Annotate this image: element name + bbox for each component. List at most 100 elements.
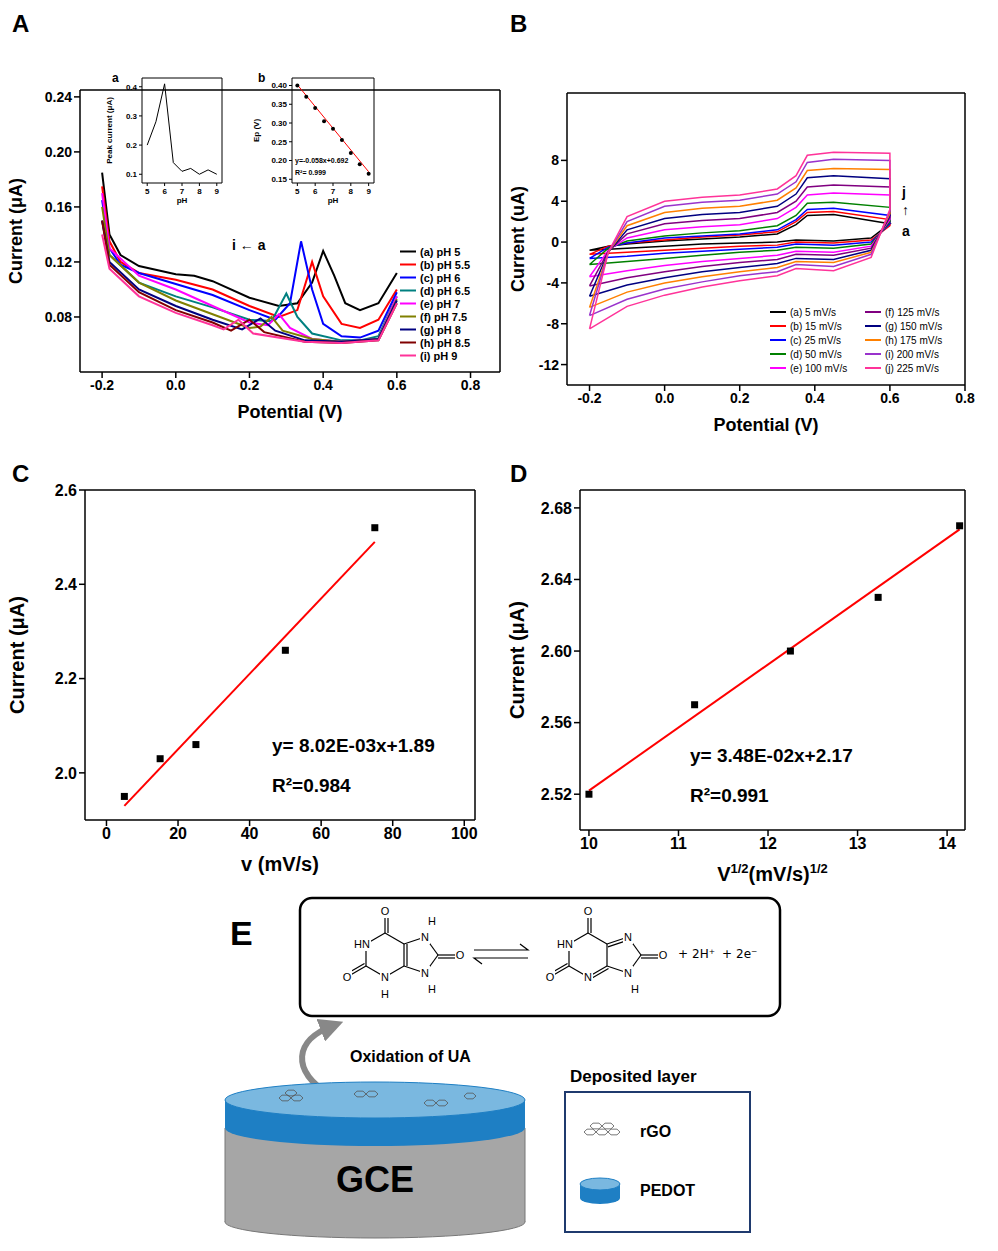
svg-text:a: a [902,223,910,239]
svg-text:O: O [546,971,555,983]
svg-text:13: 13 [849,835,867,852]
svg-text:9: 9 [215,187,220,196]
svg-text:-12: -12 [539,357,559,373]
svg-text:14: 14 [938,835,956,852]
svg-text:(a) pH 5: (a) pH 5 [420,246,460,258]
svg-text:20: 20 [169,825,187,842]
svg-text:A: A [12,10,29,37]
svg-text:0.6: 0.6 [880,390,900,406]
svg-text:pH: pH [328,196,339,205]
svg-text:N: N [421,931,429,943]
svg-text:(d) pH 6.5: (d) pH 6.5 [420,285,470,297]
svg-text:PEDOT: PEDOT [640,1182,695,1199]
svg-text:i ← a: i ← a [232,237,266,253]
svg-text:GCE: GCE [336,1159,414,1200]
svg-text:0.08: 0.08 [45,309,72,325]
svg-text:8: 8 [197,187,202,196]
svg-text:(g) pH 8: (g) pH 8 [420,324,461,336]
svg-text:V1/2(mV/s)1/2: V1/2(mV/s)1/2 [717,861,828,885]
svg-text:0.0: 0.0 [655,390,675,406]
svg-text:B: B [510,10,527,37]
svg-text:0.4: 0.4 [805,390,825,406]
svg-text:j: j [901,184,906,200]
svg-text:40: 40 [241,825,259,842]
svg-text:7: 7 [180,187,185,196]
svg-text:Current (μA): Current (μA) [6,178,26,284]
svg-text:0.20: 0.20 [271,156,287,165]
svg-text:O: O [343,971,352,983]
svg-text:N: N [381,971,389,983]
svg-text:+: + [722,947,732,961]
svg-text:7: 7 [331,187,336,196]
svg-text:0.24: 0.24 [45,89,72,105]
svg-text:(h) 175 mV/s: (h) 175 mV/s [885,335,942,346]
svg-text:11: 11 [670,835,687,852]
svg-text:Current (μA): Current (μA) [506,601,528,719]
svg-text:100: 100 [451,825,478,842]
svg-text:C: C [12,460,29,487]
svg-text:0.8: 0.8 [955,390,975,406]
svg-text:v (mV/s): v (mV/s) [241,853,319,875]
svg-text:O: O [456,949,465,961]
svg-text:H: H [381,988,389,1000]
svg-text:Current (uA): Current (uA) [508,186,528,292]
svg-text:(f) pH 7.5: (f) pH 7.5 [420,311,467,323]
svg-text:(a) 5 mV/s: (a) 5 mV/s [790,307,836,318]
svg-text:+: + [678,947,688,961]
svg-text:2.68: 2.68 [541,500,572,517]
svg-text:↑: ↑ [902,202,909,218]
svg-text:0.4: 0.4 [126,83,138,92]
svg-text:y= 3.48E-02x+2.17: y= 3.48E-02x+2.17 [690,745,853,766]
svg-text:D: D [510,460,527,487]
svg-text:(c) 25 mV/s: (c) 25 mV/s [790,335,841,346]
svg-text:N: N [421,967,429,979]
svg-text:y=-0.058x+0.692: y=-0.058x+0.692 [295,157,348,165]
svg-text:0: 0 [551,234,559,250]
svg-text:2.2: 2.2 [55,670,77,687]
svg-text:0.0: 0.0 [166,377,186,393]
svg-text:0.25: 0.25 [271,138,287,147]
svg-text:(g) 150 mV/s: (g) 150 mV/s [885,321,942,332]
svg-text:-8: -8 [547,316,560,332]
svg-text:0.4: 0.4 [313,377,333,393]
svg-text:4: 4 [551,193,559,209]
svg-text:12: 12 [759,835,777,852]
svg-text:2e⁻: 2e⁻ [736,947,757,961]
svg-text:rGO: rGO [640,1123,671,1140]
svg-text:-0.2: -0.2 [577,390,601,406]
svg-text:(e) pH 7: (e) pH 7 [420,298,460,310]
svg-text:(b) pH 5.5: (b) pH 5.5 [420,259,470,271]
svg-text:N: N [624,967,632,979]
svg-text:R²=0.984: R²=0.984 [272,775,351,796]
svg-text:0: 0 [102,825,111,842]
svg-text:0.16: 0.16 [45,199,72,215]
svg-text:Peak current (μA): Peak current (μA) [105,97,114,164]
svg-text:6: 6 [162,187,167,196]
svg-text:2.60: 2.60 [541,643,572,660]
svg-text:O: O [659,949,668,961]
svg-text:Deposited layer: Deposited layer [570,1067,697,1086]
svg-text:HN: HN [354,938,370,950]
svg-text:Oxidation of UA: Oxidation of UA [350,1048,471,1065]
svg-text:Potential (V): Potential (V) [237,402,342,422]
svg-text:(h) pH 8.5: (h) pH 8.5 [420,337,470,349]
svg-text:8: 8 [349,187,354,196]
svg-text:(c) pH 6: (c) pH 6 [420,272,460,284]
svg-text:O: O [381,905,390,917]
svg-text:E: E [230,914,253,952]
svg-text:a: a [112,71,119,85]
svg-text:0.12: 0.12 [45,254,72,270]
svg-text:HN: HN [557,938,573,950]
svg-text:5: 5 [145,187,150,196]
svg-text:-4: -4 [547,275,560,291]
svg-text:2.0: 2.0 [55,765,77,782]
svg-text:N: N [584,971,592,983]
svg-text:0.3: 0.3 [126,112,138,121]
svg-text:(i) 200 mV/s: (i) 200 mV/s [885,349,939,360]
svg-text:80: 80 [384,825,402,842]
svg-text:10: 10 [580,835,598,852]
svg-text:H: H [428,915,436,927]
svg-text:N: N [624,931,632,943]
svg-text:Current (μA): Current (μA) [6,596,28,714]
svg-text:R²=0.991: R²=0.991 [690,785,769,806]
